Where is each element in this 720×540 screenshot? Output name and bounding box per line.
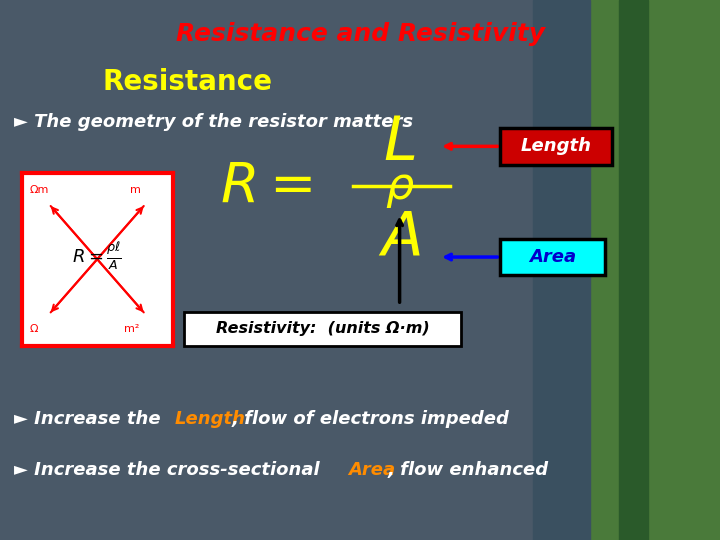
Text: Resistance: Resistance [102, 68, 272, 96]
FancyBboxPatch shape [500, 239, 605, 275]
Text: $R=$: $R=$ [220, 159, 312, 213]
Bar [533, 0, 590, 540]
Text: $\rho$: $\rho$ [384, 167, 415, 211]
Text: Length: Length [521, 137, 592, 156]
Text: ► Increase the cross-sectional: ► Increase the cross-sectional [14, 461, 326, 479]
FancyBboxPatch shape [184, 312, 461, 346]
Text: , flow enhanced: , flow enhanced [387, 461, 549, 479]
Text: $L$: $L$ [384, 113, 415, 173]
Bar [0, 0, 590, 540]
Bar [590, 0, 720, 540]
Text: ► Increase the: ► Increase the [14, 409, 167, 428]
Text: Area: Area [529, 248, 577, 266]
Text: Length: Length [174, 409, 246, 428]
Text: Ω: Ω [29, 323, 37, 334]
FancyBboxPatch shape [500, 128, 612, 165]
Text: $A$: $A$ [378, 208, 421, 267]
Text: m²: m² [125, 323, 140, 334]
Text: $R = \frac{\rho \ell}{A}$: $R = \frac{\rho \ell}{A}$ [72, 240, 122, 272]
Bar [619, 0, 648, 540]
Text: ► The geometry of the resistor matters: ► The geometry of the resistor matters [14, 113, 413, 131]
Text: Area: Area [348, 461, 395, 479]
Text: Resistivity:  (units Ω·m): Resistivity: (units Ω·m) [216, 321, 429, 336]
Text: , flow of electrons impeded: , flow of electrons impeded [232, 409, 510, 428]
Text: Ωm: Ωm [29, 185, 48, 195]
Text: Resistance and Resistivity: Resistance and Resistivity [176, 22, 544, 45]
Text: m: m [130, 185, 141, 195]
